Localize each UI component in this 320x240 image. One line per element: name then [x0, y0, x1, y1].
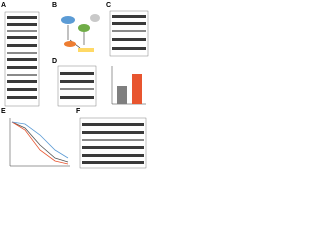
panel-label: B [52, 2, 57, 9]
blot-c [109, 10, 149, 57]
panel-label: C [106, 2, 111, 9]
diagram-b [61, 14, 100, 52]
panel-label: F [76, 108, 81, 115]
figure: A B C D E F [1, 2, 149, 169]
blot-a [4, 11, 40, 107]
blot-d [57, 65, 97, 107]
panel-label: D [52, 58, 57, 65]
page: A B C D E F [0, 0, 150, 173]
bar-graph-d [111, 66, 146, 105]
blot-f [79, 117, 147, 169]
panel-label: E [1, 108, 6, 115]
line-graph-e [9, 118, 70, 167]
panel-label: A [1, 2, 6, 9]
